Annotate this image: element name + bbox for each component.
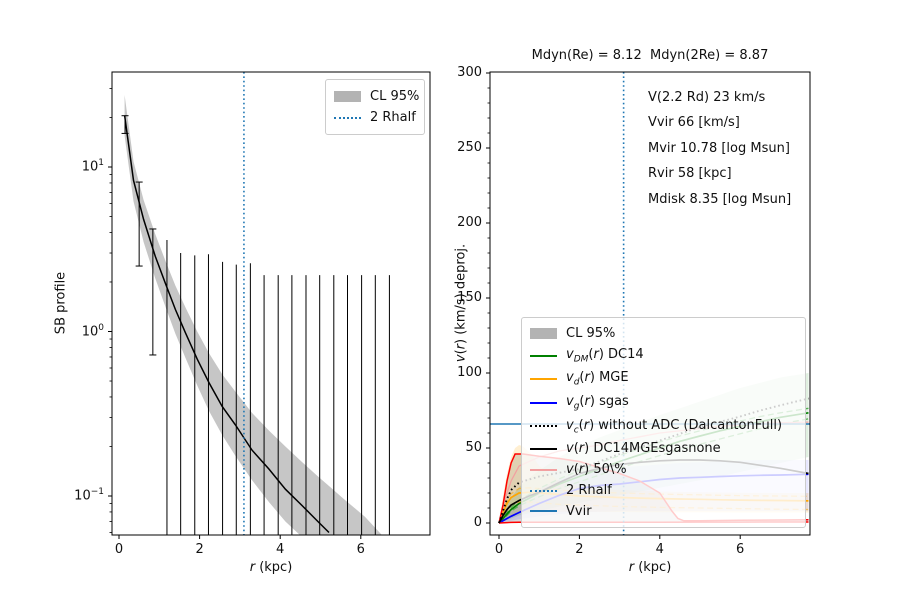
- left-y-tick-label: 100: [81, 322, 104, 339]
- right-y-tick-label: 250: [457, 140, 482, 155]
- legend-swatch-line: [530, 354, 557, 357]
- legend-entry: CL 95%: [334, 88, 420, 104]
- legend-label: vd(r) MGE: [566, 370, 629, 389]
- legend-swatch-line: [530, 378, 557, 381]
- left-x-tick-label: 6: [356, 542, 365, 557]
- legend-entry: v(r) DC14MGEsgasnone: [530, 441, 797, 456]
- annotation-line: Vvir 66 [km/s]: [648, 115, 740, 131]
- annotation-line: V(2.2 Rd) 23 km/s: [648, 90, 766, 105]
- legend-swatch-dotted: [530, 489, 557, 492]
- legend-swatch-dotted: [530, 425, 557, 428]
- right-x-tick-label: 0: [494, 542, 504, 557]
- legend-entry: vg(r) sgas: [530, 394, 797, 412]
- left-y-tick-label: 10−1: [74, 487, 104, 504]
- legend-label: 2 Rhalf: [566, 483, 612, 498]
- right-x-tick-label: 4: [655, 542, 664, 557]
- legend-entry: 2 Rhalf: [334, 110, 416, 125]
- right-x-tick-label: 2: [575, 542, 584, 557]
- right-y-tick-label: 100: [457, 365, 482, 380]
- legend-swatch-dotted: [334, 116, 361, 119]
- annotation-line: Mdisk 8.35 [log Msun]: [648, 191, 792, 207]
- legend-label: vg(r) sgas: [566, 394, 629, 412]
- right-y-tick-label: 200: [457, 215, 482, 230]
- right-y-tick-label: 150: [457, 290, 482, 305]
- left-x-tick-label: 2: [195, 542, 204, 557]
- legend-entry: vd(r) MGE: [530, 370, 797, 388]
- legend-entry: vDM(r) DC14: [530, 347, 797, 365]
- left-y-tick-label: 101: [81, 158, 104, 175]
- legend-entry: Vvir: [530, 504, 797, 519]
- legend-swatch-patch: [334, 90, 361, 102]
- right-axes-frame: [489, 71, 811, 536]
- right-x-tick-label: 6: [736, 542, 745, 557]
- sb-profile-line: [123, 115, 330, 534]
- legend-entry: vc(r) without ADC (DalcantonFull): [530, 417, 797, 436]
- legend-label: vc(r) without ADC (DalcantonFull): [566, 417, 783, 436]
- right-y-tick-label: 50: [465, 440, 482, 455]
- legend-entry: CL 95%: [530, 326, 797, 341]
- left-x-axis-label: r (kpc): [249, 560, 293, 575]
- left-x-tick-label: 0: [114, 542, 124, 557]
- legend-entry: 2 Rhalf: [530, 483, 797, 498]
- legend-swatch-patch: [530, 327, 557, 339]
- right-y-tick-label: 0: [473, 515, 482, 530]
- legend-label: Vvir: [566, 503, 592, 519]
- legend-swatch-line: [530, 468, 557, 471]
- legend-swatch-line: [530, 510, 557, 513]
- legend-swatch-line: [530, 447, 557, 450]
- legend-label: 2 Rhalf: [370, 110, 416, 126]
- legend-label: v(r) DC14MGEsgasnone: [566, 441, 721, 457]
- left-panel-plot-area: [121, 72, 390, 535]
- legend-swatch-line: [530, 401, 557, 404]
- annotation-line: Rvir 58 [kpc]: [648, 166, 732, 182]
- legend-entry: v(r) 50\%: [530, 462, 797, 477]
- legend-label: CL 95%: [370, 88, 420, 104]
- legend-label: v(r) 50\%: [566, 462, 627, 478]
- left-axes-frame: [111, 71, 431, 536]
- right-panel-title: Mdyn(Re) = 8.12 Mdyn(2Re) = 8.87: [531, 48, 769, 63]
- annotation-line: Mvir 10.78 [log Msun]: [648, 140, 790, 156]
- right-x-axis-label: r (kpc): [628, 560, 672, 575]
- left-legend: CL 95% 2 Rhalf: [325, 79, 425, 135]
- right-y-tick-label: 300: [457, 65, 482, 80]
- velocity-curve: [498, 407, 809, 524]
- annotation-block: V(2.2 Rd) 23 km/s Vvir 66 [km/s] Mvir 10.7…: [648, 85, 791, 212]
- legend-label: CL 95%: [566, 325, 616, 341]
- left-x-tick-label: 4: [276, 542, 285, 557]
- right-legend: CL 95% vDM(r) DC14 vd(r) MGE vg(r) sgas vc(r…: [521, 317, 806, 528]
- cl95-band: [124, 95, 382, 535]
- legend-label: vDM(r) DC14: [566, 346, 644, 365]
